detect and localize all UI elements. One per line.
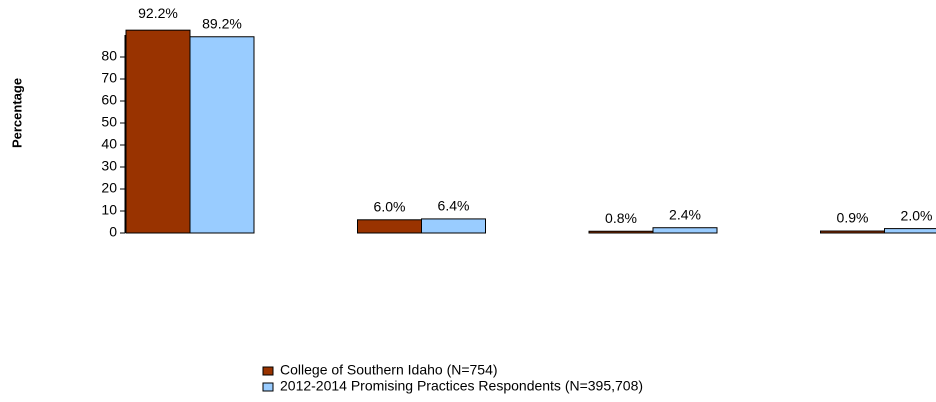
value-label: 0.9% xyxy=(837,210,869,226)
bar xyxy=(588,230,654,234)
y-tick-label: 0 xyxy=(109,224,117,240)
bar xyxy=(125,29,191,234)
bar xyxy=(421,218,486,234)
y-tick-label: 20 xyxy=(101,180,117,196)
y-tick-label: 40 xyxy=(101,136,117,152)
y-axis-label: Percentage xyxy=(9,78,24,148)
bar xyxy=(357,219,422,234)
y-tick-label: 80 xyxy=(101,48,117,64)
y-tick-label: 60 xyxy=(101,92,117,108)
y-tick-label: 70 xyxy=(101,70,117,86)
y-tick-label: 50 xyxy=(101,114,117,130)
legend-swatch xyxy=(262,382,274,392)
y-tick-label: 10 xyxy=(101,202,117,218)
value-label: 0.8% xyxy=(605,210,637,226)
value-label: 2.4% xyxy=(669,206,701,222)
value-label: 92.2% xyxy=(138,5,178,21)
bar xyxy=(652,227,718,234)
legend-label: 2012-2014 Promising Practices Respondent… xyxy=(280,378,643,394)
legend-swatch xyxy=(262,366,274,376)
legend-label: College of Southern Idaho (N=754) xyxy=(280,362,498,378)
bar xyxy=(820,230,885,234)
bar xyxy=(189,36,255,234)
bar xyxy=(884,228,936,234)
value-label: 6.0% xyxy=(374,199,406,215)
value-label: 2.0% xyxy=(901,207,933,223)
value-label: 89.2% xyxy=(202,15,242,31)
value-label: 6.4% xyxy=(438,198,470,214)
y-tick-label: 30 xyxy=(101,158,117,174)
